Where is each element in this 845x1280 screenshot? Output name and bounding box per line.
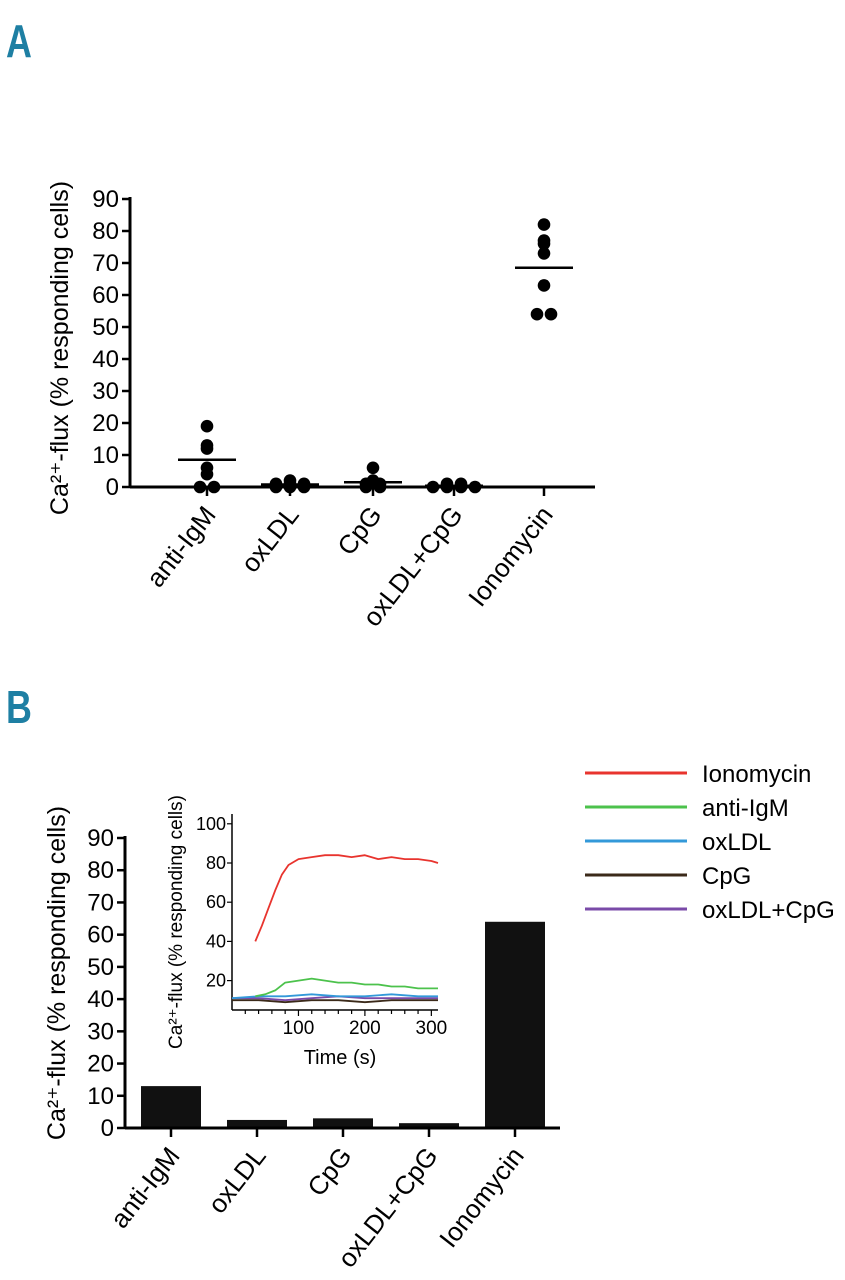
- panel-b-x-tick-label: anti-IgM: [104, 1141, 185, 1233]
- panel-a-y-tick-label: 20: [92, 410, 119, 437]
- panel-b-y-tick-label: 30: [87, 1018, 114, 1045]
- panel-b-bar: [227, 1119, 287, 1128]
- inset-y-tick-label: 60: [206, 892, 226, 912]
- panel-a-data-point: [297, 480, 311, 494]
- inset-line-oxldl: [231, 993, 438, 1000]
- inset-x-tick-label: 100: [283, 1018, 315, 1039]
- panel-a-data-point: [426, 480, 440, 494]
- panel-a-x-tick-label: Ionomycin: [462, 500, 559, 612]
- panel-a-y-axis-label: Ca²⁺-flux (% responding cells): [46, 181, 74, 515]
- panel-a-data-point: [373, 480, 387, 494]
- panel-a-y-tick-label: 60: [92, 282, 119, 309]
- panel-b-y-axis-label: Ca²⁺-flux (% responding cells): [43, 806, 71, 1140]
- inset-line-ionomycin: [254, 854, 439, 942]
- panel-a-data-point: [537, 279, 551, 292]
- panel-b-x-tick-label: CpG: [301, 1141, 358, 1202]
- legend-label: oxLDL+CpG: [702, 897, 835, 924]
- panel-a-data-point: [366, 461, 380, 475]
- panel-a-data-point: [544, 307, 558, 321]
- panel-b-inset-chart: 100 200 300 20 40 60 80 100 Time (s) Ca²⁺-flux (%…: [166, 795, 447, 1069]
- panel-a-label: A: [6, 15, 32, 67]
- panel-a-data-point: [468, 480, 482, 494]
- panel-b-y-tick-label: 60: [87, 922, 114, 949]
- panel-b-bar: [313, 1118, 373, 1128]
- inset-x-tick-label: 200: [349, 1018, 381, 1039]
- panel-b-y-tick-label: 80: [87, 857, 114, 884]
- panel-a-data-point: [193, 480, 207, 494]
- panel-a-x-tick-label: CpG: [331, 500, 388, 561]
- panel-a-data-point: [440, 480, 454, 494]
- panel-b-y-tick-label: 0: [101, 1115, 114, 1142]
- panel-b-y-tick-label: 40: [87, 986, 114, 1013]
- panel-a-data-point: [359, 480, 373, 494]
- panel-a-y-tick-label: 80: [92, 218, 119, 245]
- panel-a-data-point: [200, 467, 214, 481]
- inset-y-axis-label: Ca²⁺-flux (% responding cells): [166, 795, 187, 1049]
- inset-y-tick-label: 100: [196, 814, 226, 834]
- inset-line-anti-igm: [255, 977, 438, 998]
- panel-a-y-tick-label: 30: [92, 378, 119, 405]
- inset-y-tick-label: 20: [206, 971, 226, 991]
- panel-a-x-tick-label: oxLDL: [235, 500, 305, 578]
- panel-b-y-tick-label: 70: [87, 889, 114, 916]
- panel-a-data-point: [207, 480, 221, 494]
- panel-a-y-tick-label: 50: [92, 314, 119, 341]
- panel-a-y-tick-label: 40: [92, 346, 119, 373]
- inset-line-cpg: [232, 999, 438, 1004]
- panel-b-x-tick-label: Ionomycin: [433, 1141, 530, 1253]
- panel-a-data-point: [537, 237, 551, 251]
- inset-y-tick-label: 40: [206, 931, 226, 951]
- inset-x-tick-label: 300: [416, 1018, 448, 1039]
- inset-y-tick-label: 80: [206, 853, 226, 873]
- panel-b-y-tick-label: 50: [87, 954, 114, 981]
- panel-b-x-tick-label: oxLDL: [202, 1141, 272, 1219]
- panel-a-data-point: [537, 218, 551, 231]
- panel-b-y-tick-label: 90: [87, 825, 114, 852]
- panel-a-y-tick-label: 0: [106, 474, 119, 501]
- legend-label: Ionomycin: [702, 761, 811, 788]
- panel-a-x-tick-label: anti-IgM: [140, 500, 221, 592]
- panel-a-data-point: [200, 419, 214, 433]
- panel-a-data-point: [269, 480, 283, 494]
- panel-b-bar: [399, 1123, 459, 1128]
- panel-b-label: B: [6, 681, 32, 733]
- panel-a-y-tick-label: 10: [92, 442, 119, 469]
- panel-b-bar: [141, 1086, 201, 1128]
- legend: Ionomycin anti-IgM oxLDL CpG oxLDL+CpG: [585, 761, 835, 924]
- panel-a-y-tick-label: 90: [92, 186, 119, 213]
- panel-a-data-point: [283, 480, 297, 494]
- legend-label: anti-IgM: [702, 795, 789, 822]
- inset-x-axis-label: Time (s): [304, 1047, 377, 1069]
- panel-a-data-point: [200, 442, 214, 455]
- panel-a-data-point: [454, 480, 468, 494]
- panel-b-y-tick-label: 20: [87, 1051, 114, 1078]
- panel-b-bar: [485, 921, 545, 1128]
- panel-a-data-point: [537, 247, 551, 260]
- panel-a-y-tick-label: 70: [92, 250, 119, 277]
- panel-b-y-tick-label: 10: [87, 1083, 114, 1110]
- legend-label: oxLDL: [702, 829, 771, 856]
- panel-a-data-point: [530, 307, 544, 321]
- legend-label: CpG: [702, 863, 751, 890]
